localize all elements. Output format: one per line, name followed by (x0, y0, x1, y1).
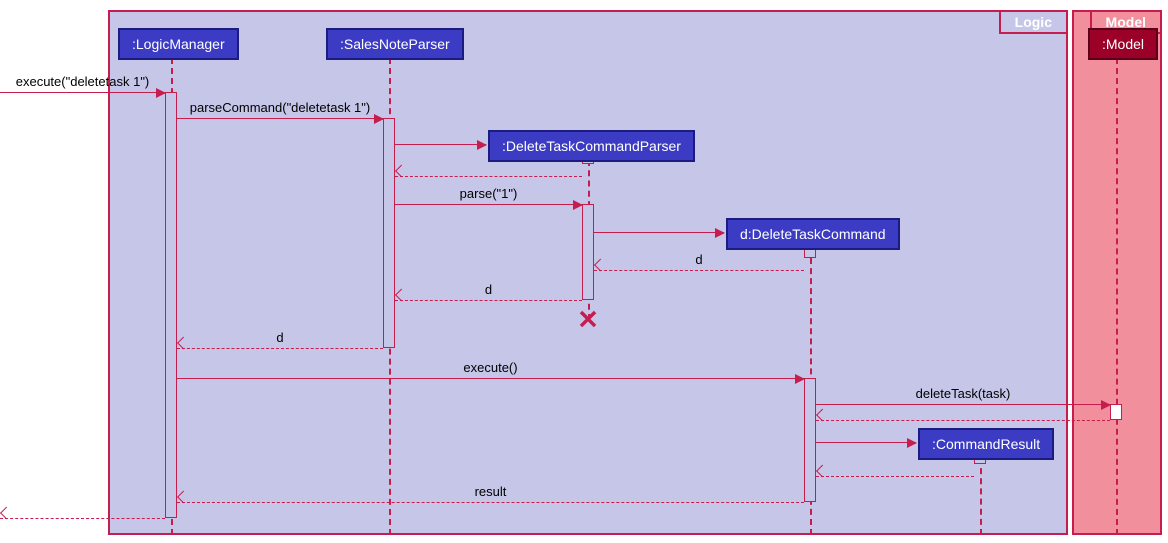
participant-command-result: :CommandResult (918, 428, 1054, 460)
participant-delete-task-command-parser: :DeleteTaskCommandParser (488, 130, 695, 162)
frame-logic-label: Logic (999, 10, 1068, 34)
lifeline-model (1116, 58, 1118, 535)
participant-delete-task-command: d:DeleteTaskCommand (726, 218, 900, 250)
participant-logic-manager: :LogicManager (118, 28, 239, 60)
participant-sales-note-parser: :SalesNoteParser (326, 28, 464, 60)
activation-1 (165, 92, 177, 518)
activation-4 (582, 204, 594, 300)
lifeline-command-result (980, 458, 982, 535)
activation-7 (1110, 404, 1122, 420)
activation-2 (383, 118, 395, 348)
participant-model: :Model (1088, 28, 1158, 60)
activation-6 (804, 378, 816, 502)
destroy-icon: ✕ (577, 305, 599, 336)
